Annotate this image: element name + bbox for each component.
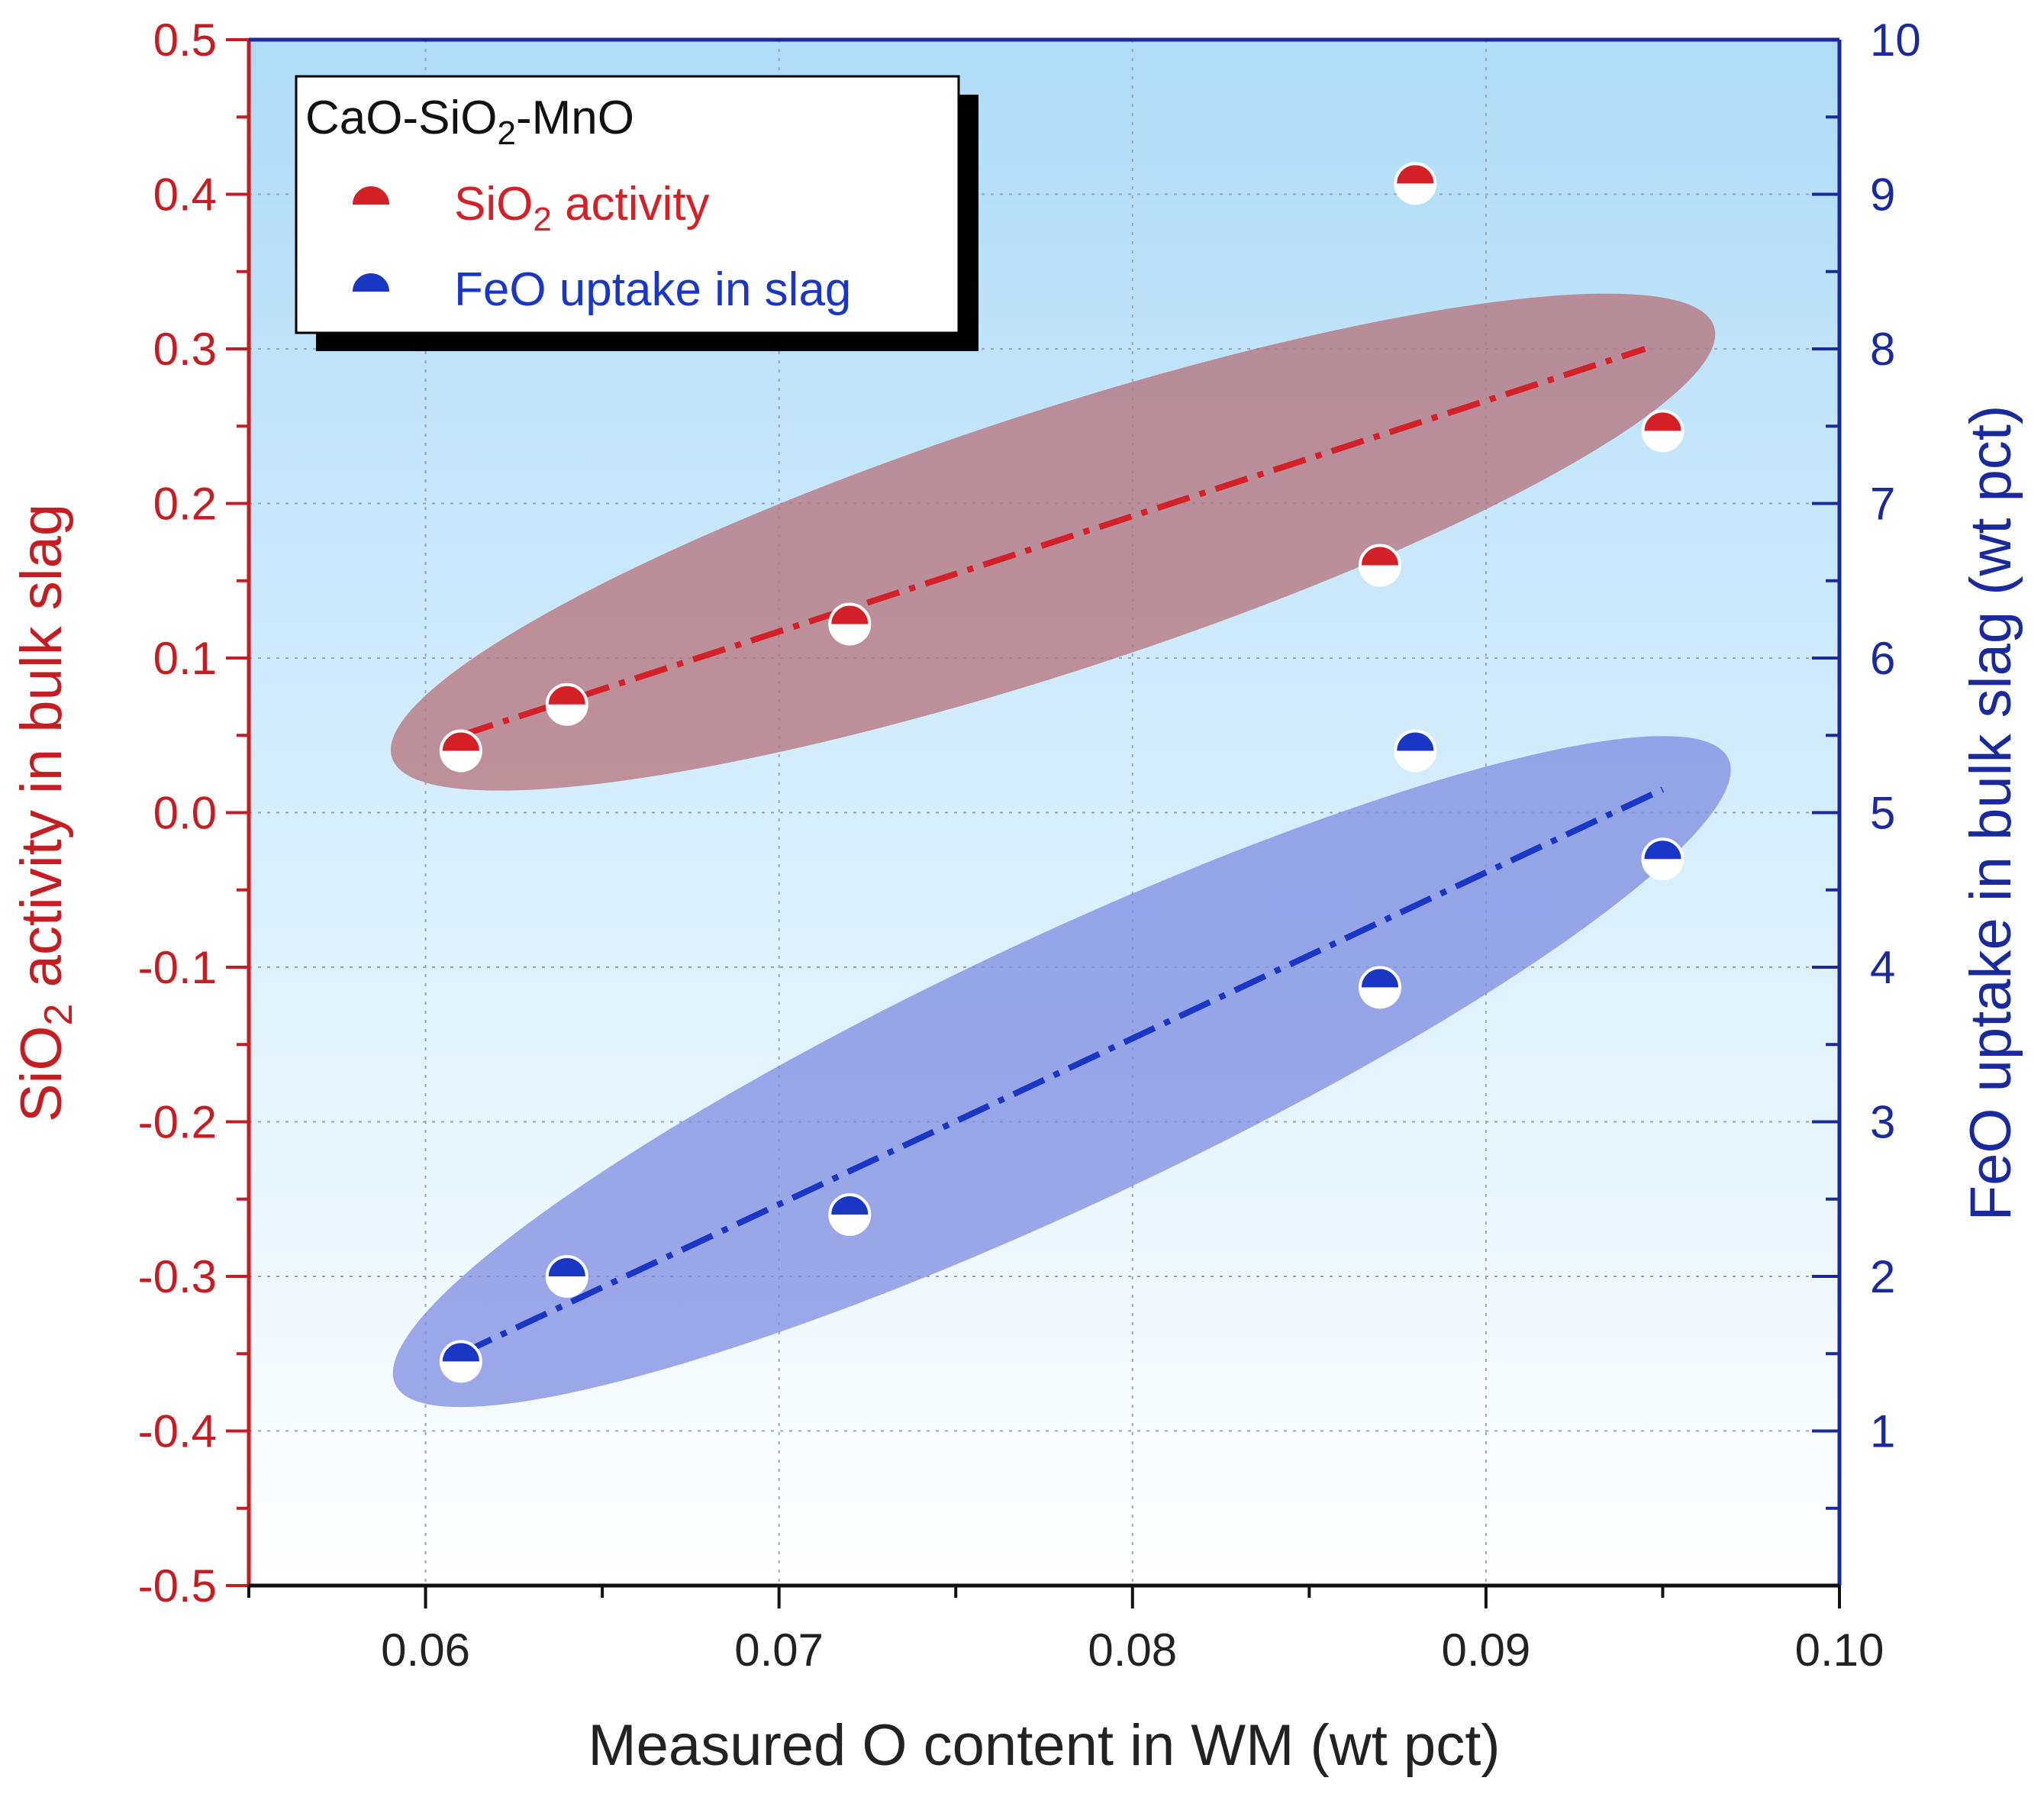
legend-sio2-prefix: SiO: [454, 178, 533, 231]
y-right-tick-label-9: 1: [1870, 1406, 1895, 1457]
y-left-tick-label-4: 0.1: [153, 633, 217, 684]
data-points: [439, 162, 1685, 1383]
fit-line-series-0: [459, 346, 1646, 739]
legend-marker-1-shape: [350, 270, 392, 313]
y-left-tick-label-1: 0.4: [153, 169, 217, 221]
legend-title-prefix: CaO-SiO: [305, 92, 497, 144]
y-left-tick-label-5: 0.0: [153, 788, 217, 839]
point-series-0-0-ring: [439, 729, 482, 773]
legend-marker-0-shape-top-half: [351, 185, 391, 205]
legend-marker-0-shape: [350, 183, 392, 226]
tick-marks: [226, 38, 1841, 1608]
legend-marker-feo: [350, 270, 392, 313]
point-series-0-5-ring: [1641, 409, 1685, 453]
point-series-0-0-top-half: [440, 731, 481, 751]
point-series-0-4-top-half: [1395, 163, 1436, 184]
y-left-axis-title: SiO2 activity in bulk slag: [9, 504, 81, 1122]
legend-label-feo: FeO uptake in slag: [454, 263, 851, 316]
y-right-tick-label-6: 4: [1870, 942, 1895, 993]
point-series-1-1-ring: [545, 1255, 588, 1298]
legend-marker-1-shape-ring: [350, 270, 392, 313]
point-series-0-3: [1358, 544, 1401, 587]
y-left-tick-label-0: 0.5: [153, 15, 217, 66]
fit-line-series-1: [459, 786, 1665, 1357]
point-series-1-5-ring: [1641, 837, 1685, 881]
legend-title-suffix: -MnO: [516, 92, 634, 144]
legend-marker-1-shape-top-half: [351, 272, 391, 292]
point-series-0-1-top-half: [546, 684, 587, 705]
legend-marker-sio2: [350, 183, 392, 226]
point-series-0-3-ring: [1358, 544, 1401, 587]
ellipse-series-1: [392, 736, 1731, 1408]
y-left-tick-label-10: -0.5: [138, 1560, 217, 1612]
y-right-tick-label-0: 10: [1870, 15, 1921, 66]
legend-marker-0-shape-ring: [350, 183, 392, 226]
y-right-tick-label-2: 8: [1870, 324, 1895, 375]
legend-sio2-subscript: 2: [533, 201, 551, 238]
y-right-tick-label-3: 7: [1870, 479, 1895, 530]
point-series-1-1-top-half: [546, 1257, 587, 1276]
point-series-1-3: [1358, 966, 1401, 1009]
point-series-0-1-ring: [545, 682, 588, 726]
legend-box: [295, 75, 960, 334]
point-series-1-4-top-half: [1395, 731, 1436, 751]
legend-label-sio2: SiO2 activity: [454, 178, 710, 238]
point-series-1-1: [545, 1255, 588, 1298]
y-left-tick-label-3: 0.2: [153, 479, 217, 530]
point-series-0-0: [439, 729, 482, 773]
point-series-0-3-top-half: [1359, 545, 1400, 566]
y-right-tick-label-1: 9: [1870, 169, 1895, 221]
point-series-0-4: [1394, 162, 1437, 205]
y-right-tick-label-7: 3: [1870, 1097, 1895, 1148]
fit-lines: [459, 346, 1665, 1357]
legend-title-subscript: 2: [497, 115, 515, 152]
legend-title: CaO-SiO2-MnO: [305, 92, 634, 152]
point-series-1-2-top-half: [830, 1195, 870, 1215]
legend: CaO-SiO2-MnO SiO2 activity FeO uptake in…: [295, 75, 978, 351]
point-series-0-2-top-half: [830, 604, 870, 624]
y-left-title-subscript: 2: [37, 1004, 81, 1026]
y-left-tick-label-9: -0.4: [138, 1406, 217, 1457]
point-series-1-4: [1394, 729, 1437, 773]
point-series-0-4-ring: [1394, 162, 1437, 205]
point-series-1-4-ring: [1394, 729, 1437, 773]
y-right-tick-label-5: 5: [1870, 788, 1895, 839]
x-tick-label-4: 0.10: [1795, 1624, 1884, 1676]
point-series-0-2: [828, 602, 872, 646]
x-tick-label-3: 0.09: [1441, 1624, 1530, 1676]
point-series-1-3-ring: [1358, 966, 1401, 1009]
point-series-0-1: [545, 682, 588, 726]
x-tick-label-0: 0.06: [381, 1624, 470, 1676]
x-tick-label-2: 0.08: [1088, 1624, 1177, 1676]
x-axis-title: Measured O content in WM (wt pct): [588, 1713, 1500, 1778]
point-series-0-2-ring: [828, 602, 872, 646]
y-right-axis-title: FeO uptake in bulk slag (wt pct): [1959, 405, 2023, 1221]
point-series-1-0: [439, 1340, 482, 1383]
point-series-1-0-ring: [439, 1340, 482, 1383]
point-series-0-5: [1641, 409, 1685, 453]
tick-labels: 0.50.40.30.20.10.0-0.1-0.2-0.3-0.4-0.510…: [138, 15, 1921, 1676]
y-left-tick-label-7: -0.2: [138, 1097, 217, 1148]
y-right-tick-label-4: 6: [1870, 633, 1895, 684]
point-series-1-2-ring: [828, 1193, 872, 1236]
y-left-tick-label-2: 0.3: [153, 324, 217, 375]
y-left-title-suffix: activity in bulk slag: [9, 504, 74, 1004]
point-series-1-2: [828, 1193, 872, 1236]
point-series-0-5-top-half: [1643, 411, 1683, 431]
legend-sio2-suffix: activity: [552, 178, 710, 231]
point-series-1-5: [1641, 837, 1685, 881]
point-series-1-5-top-half: [1643, 839, 1683, 860]
x-tick-label-1: 0.07: [734, 1624, 824, 1676]
y-left-tick-label-6: -0.1: [138, 942, 217, 993]
y-right-tick-label-8: 2: [1870, 1251, 1895, 1302]
y-left-title-prefix: SiO: [9, 1025, 74, 1122]
y-left-tick-label-8: -0.3: [138, 1251, 217, 1302]
point-series-1-3-top-half: [1359, 967, 1400, 988]
point-series-1-0-top-half: [440, 1341, 481, 1362]
